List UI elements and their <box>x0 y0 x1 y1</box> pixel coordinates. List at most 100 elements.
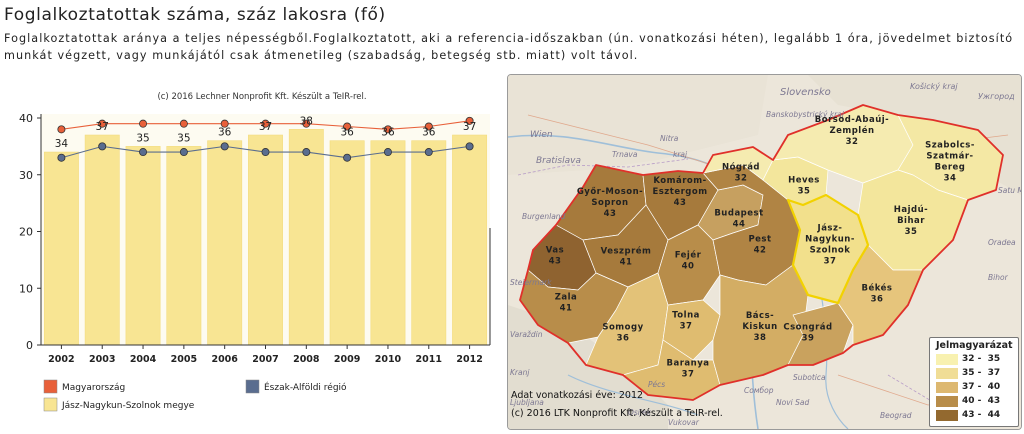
bar-value-label: 36 <box>340 127 354 139</box>
county-name-label: Bihar <box>897 216 925 226</box>
county-name-label: Hajdú- <box>894 205 928 215</box>
x-tick-label: 2009 <box>334 354 360 365</box>
county-value-label: 41 <box>560 304 573 314</box>
county-name-label: Fejér <box>675 250 702 261</box>
map-place-label: Košický kraj <box>910 81 958 91</box>
point-Magyarország-2007[interactable] <box>261 119 270 128</box>
county-name-label: Jász- <box>817 224 843 234</box>
point-Észak-Alföldi régió-2005[interactable] <box>179 148 188 157</box>
point-Magyarország-2008[interactable] <box>302 119 311 128</box>
point-Észak-Alföldi régió-2007[interactable] <box>261 148 270 157</box>
point-Magyarország-2005[interactable] <box>179 119 188 128</box>
point-Magyarország-2011[interactable] <box>424 122 433 131</box>
point-Magyarország-2002[interactable] <box>57 125 66 134</box>
bar-value-label: 38 <box>300 115 313 127</box>
point-Magyarország-2006[interactable] <box>220 119 229 128</box>
map-place-label: Wien <box>530 130 553 140</box>
county-value-label: 37 <box>824 257 837 267</box>
county-name-label: Zemplén <box>829 125 874 136</box>
map-place-label: Varaždin <box>510 330 543 339</box>
bar-value-label: 37 <box>259 121 272 133</box>
map-place-label: Steiermark <box>510 278 552 287</box>
map-legend-label: 37 - 40 <box>962 382 1001 392</box>
bar-2012[interactable] <box>452 134 488 346</box>
map-legend-swatch <box>936 410 958 421</box>
point-Magyarország-2009[interactable] <box>343 122 352 131</box>
map-place-label: Vukovar <box>668 418 700 427</box>
map-place-label: kraj <box>673 150 688 159</box>
point-Magyarország-2004[interactable] <box>139 119 148 128</box>
county-name-label: Vas <box>546 246 564 256</box>
map-legend-label: 35 - 37 <box>962 368 1001 378</box>
bar-2010[interactable] <box>370 140 406 346</box>
bar-2004[interactable] <box>125 146 161 346</box>
county-value-label: 43 <box>604 209 617 219</box>
map-place-label: Bihor <box>988 273 1009 282</box>
point-Észak-Alföldi régió-2009[interactable] <box>343 153 352 162</box>
point-Észak-Alföldi régió-2011[interactable] <box>424 148 433 157</box>
bar-2009[interactable] <box>329 140 365 346</box>
map-legend-swatch <box>936 382 958 393</box>
point-Magyarország-2012[interactable] <box>465 116 474 125</box>
county-map[interactable]: Slovensko Košický kraj Ужгород Banskobystri… <box>507 74 1022 430</box>
county-value-label: 41 <box>620 258 633 268</box>
county-value-label: 39 <box>802 334 815 344</box>
bar-2011[interactable] <box>411 140 447 346</box>
county-name-label: Bács- <box>746 311 774 321</box>
x-tick-label: 2007 <box>252 354 278 365</box>
county-name-label: Komárom- <box>653 176 706 186</box>
map-place-label: Сомбор <box>744 386 774 395</box>
county-value-label: 35 <box>798 187 811 197</box>
point-Észak-Alföldi régió-2002[interactable] <box>57 153 66 162</box>
point-Magyarország-2003[interactable] <box>98 119 107 128</box>
bar-2008[interactable] <box>288 129 324 346</box>
bar-value-label: 36 <box>422 127 436 139</box>
bar-value-label: 36 <box>218 127 232 139</box>
map-place-label: Trnava <box>612 150 638 159</box>
county-value-label: 40 <box>682 262 695 272</box>
point-Észak-Alföldi régió-2003[interactable] <box>98 142 107 151</box>
bar-2002[interactable] <box>43 151 79 346</box>
bar-value-label: 37 <box>463 121 476 133</box>
county-name-label: Nagykun- <box>805 235 855 245</box>
county-value-label: 36 <box>871 295 884 305</box>
x-tick-label: 2012 <box>456 354 482 365</box>
page-description: Foglalkoztatottak aránya a teljes népess… <box>4 32 1014 62</box>
map-legend-label: 32 - 35 <box>962 354 1001 364</box>
county-value-label: 43 <box>674 198 687 208</box>
county-name-label: Csongrád <box>783 323 832 333</box>
bar-value-label: 35 <box>136 132 149 144</box>
map-reference-year: Adat vonatkozási éve: 2012 <box>511 390 644 401</box>
legend-label[interactable]: Észak-Alföldi régió <box>264 381 347 393</box>
point-Magyarország-2010[interactable] <box>383 125 392 134</box>
bar-2007[interactable] <box>248 134 283 346</box>
bar-2005[interactable] <box>166 146 202 346</box>
bar-2006[interactable] <box>207 140 243 346</box>
bar-2003[interactable] <box>84 134 120 346</box>
county-name-label: Kiskun <box>742 322 777 332</box>
map-place-label: Ljubljana <box>510 398 544 407</box>
page-title: Foglalkoztatottak száma, száz lakosra (f… <box>4 5 386 25</box>
point-Észak-Alföldi régió-2006[interactable] <box>220 142 229 151</box>
county-name-label: Békés <box>862 283 893 294</box>
county-value-label: 44 <box>733 220 746 230</box>
county-name-label: Szabolcs- <box>925 141 975 151</box>
map-place-label: Satu Mare <box>998 186 1021 195</box>
county-value-label: 37 <box>682 370 695 380</box>
legend-label[interactable]: Jász-Nagykun-Szolnok megye <box>61 401 195 411</box>
legend-label[interactable]: Magyarország <box>62 383 125 393</box>
map-legend-swatch <box>936 396 958 407</box>
county-name-label: Pest <box>748 235 771 245</box>
point-Észak-Alföldi régió-2010[interactable] <box>383 148 392 157</box>
bar-value-label: 35 <box>177 132 190 144</box>
county-value-label: 36 <box>617 334 630 344</box>
point-Észak-Alföldi régió-2012[interactable] <box>465 142 474 151</box>
map-place-label: Burgenland <box>522 212 566 221</box>
x-tick-label: 2011 <box>416 354 442 365</box>
county-name-label: Somogy <box>602 323 643 333</box>
map-place-label: Pécs <box>648 380 665 389</box>
point-Észak-Alföldi régió-2008[interactable] <box>302 148 311 157</box>
point-Észak-Alföldi régió-2004[interactable] <box>139 148 148 157</box>
map-legend-item: 35 - 37 <box>936 368 1014 379</box>
map-place-label: Subotica <box>793 373 826 382</box>
